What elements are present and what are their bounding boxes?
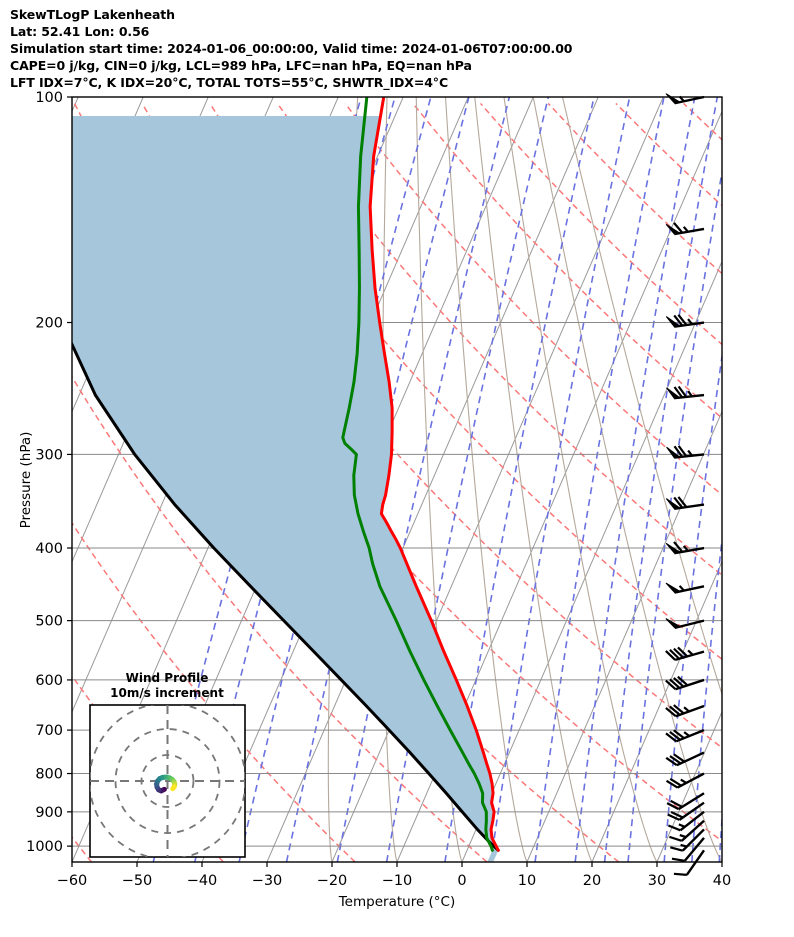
x-axis-ticks: −60 −50 −40 −30 −20 −10 0 10 20 30 40 xyxy=(57,862,731,889)
x-tick-label: −30 xyxy=(252,873,283,889)
x-tick-label: 30 xyxy=(648,873,666,889)
wind-barb xyxy=(665,675,705,691)
wind-barb xyxy=(669,819,705,842)
y-tick-label: 100 xyxy=(35,90,63,106)
wind-barb xyxy=(665,751,705,767)
parcel-trace xyxy=(72,340,500,852)
moisture-shading xyxy=(72,115,498,862)
wind-barb xyxy=(665,728,705,743)
x-axis-label: Temperature (°C) xyxy=(338,894,456,910)
y-tick-label: 500 xyxy=(35,614,63,630)
x-tick-label: −20 xyxy=(317,873,348,889)
wind-barb xyxy=(665,772,705,789)
y-tick-label: 1000 xyxy=(26,839,63,855)
dewpoint-trace xyxy=(341,97,494,852)
wind-barb xyxy=(671,837,705,862)
x-tick-label: 0 xyxy=(457,873,466,889)
wind-barb xyxy=(666,792,705,811)
wind-barb xyxy=(670,828,705,852)
title-times: Simulation start time: 2024-01-06_00:00:… xyxy=(10,41,573,56)
sounding-layer xyxy=(72,97,500,862)
y-tick-label: 200 xyxy=(35,316,63,332)
title-indices-line: LFT IDX=7°C, K IDX=20°C, TOTAL TOTS=55°C… xyxy=(10,75,449,90)
title-station: SkewTLogP Lakenheath xyxy=(10,7,175,22)
x-tick-label: −60 xyxy=(57,873,88,889)
x-tick-label: −10 xyxy=(382,873,413,889)
y-tick-label: 800 xyxy=(35,767,63,783)
wind-barb xyxy=(665,314,705,328)
y-tick-label: 300 xyxy=(35,447,63,463)
moist-adiabat-lines xyxy=(327,97,722,862)
x-tick-label: 10 xyxy=(518,873,536,889)
wind-barb xyxy=(665,646,705,662)
hodograph-trace xyxy=(154,774,178,794)
wind-barb xyxy=(665,222,705,236)
wind-barbs xyxy=(665,93,705,876)
wind-barb xyxy=(667,801,705,821)
wind-barb xyxy=(665,541,705,555)
title-cape-line: CAPE=0 j/kg, CIN=0 j/kg, LCL=989 hPa, LF… xyxy=(10,58,472,73)
y-tick-label: 600 xyxy=(35,673,63,689)
title-latlon: Lat: 52.41 Lon: 0.56 xyxy=(10,24,150,39)
y-tick-label: 400 xyxy=(35,541,63,557)
x-tick-label: 20 xyxy=(583,873,601,889)
wind-barb xyxy=(665,582,705,594)
x-tick-label: −40 xyxy=(187,873,218,889)
wind-inset-subtitle: 10m/s increment xyxy=(110,686,224,700)
wind-inset-title: Wind Profile xyxy=(126,671,209,685)
hodograph-inset xyxy=(89,704,246,858)
y-tick-label: 900 xyxy=(35,805,63,821)
temperature-trace xyxy=(368,97,500,852)
y-axis-label: Pressure (hPa) xyxy=(18,432,34,529)
wind-barb xyxy=(665,618,705,630)
wind-barb xyxy=(666,445,705,459)
y-axis-ticks: 100 200 300 400 500 600 700 800 900 1000 xyxy=(26,90,72,855)
wind-barb xyxy=(666,385,705,400)
x-tick-label: 40 xyxy=(713,873,731,889)
wind-barb xyxy=(665,496,705,510)
wind-barb xyxy=(665,704,705,718)
x-tick-label: −50 xyxy=(122,873,153,889)
wind-barb xyxy=(667,810,705,832)
y-tick-label: 700 xyxy=(35,723,63,739)
